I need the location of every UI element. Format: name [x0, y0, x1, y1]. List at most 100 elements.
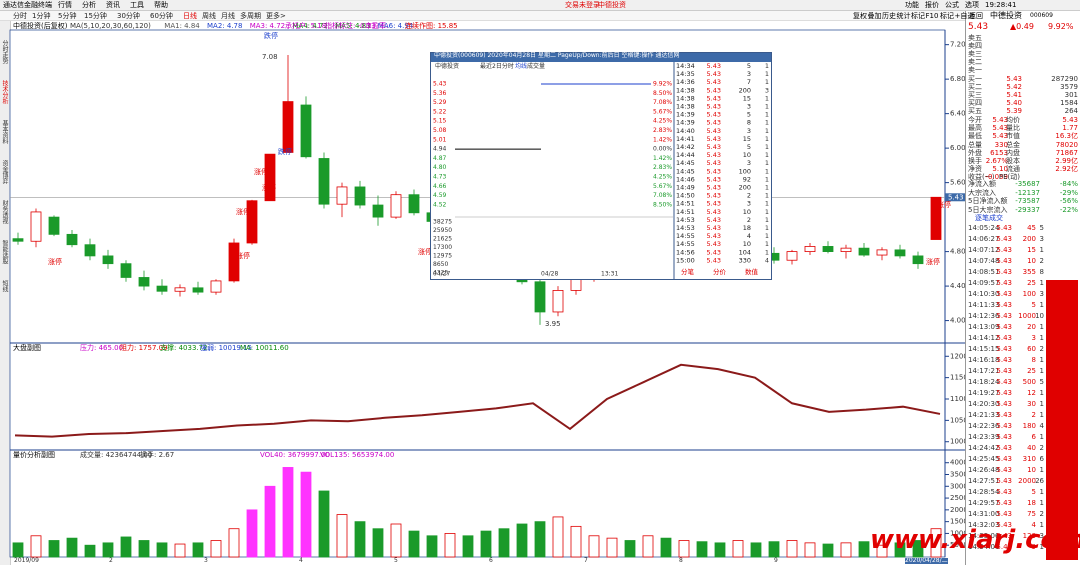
quote-cell: 1	[1039, 334, 1044, 342]
quote-cell: 1	[1039, 521, 1044, 529]
volume-label: 25950	[433, 227, 452, 234]
trade-cell: 1	[765, 232, 769, 240]
menu-item[interactable]: 帮助	[154, 1, 168, 9]
chart-annotation: 涨停	[236, 251, 250, 260]
volume-label: 8650	[433, 261, 448, 268]
trade-cell: 5.43	[707, 70, 721, 78]
trade-cell: 2	[747, 216, 751, 224]
volume-bar	[318, 490, 330, 558]
period-button[interactable]: 60分钟	[150, 12, 173, 20]
menu-item[interactable]: 工具	[130, 1, 144, 9]
menubar	[0, 0, 1080, 11]
quote-cell: 25	[1027, 367, 1036, 375]
trade-cell: 1	[765, 78, 769, 86]
candle-body	[138, 277, 150, 287]
quote-cell: 5.43	[992, 132, 1008, 141]
quote-cell: 5.43	[996, 433, 1012, 441]
minute-popup[interactable]: 5.43 9.92% 5.36 8.50% 5.29 7.08% 5.22 5.67% 5.15…	[430, 52, 772, 280]
side-tab[interactable]: 智能选股	[1, 240, 8, 264]
tool-button[interactable]: +自选	[954, 12, 975, 20]
trade-cell: 14:45	[676, 159, 695, 167]
quote-cell: 2	[1039, 257, 1044, 265]
side-tab[interactable]: 分时走势	[1, 40, 8, 64]
quote-cell: -56%	[1059, 197, 1078, 205]
period-button[interactable]: 分时	[13, 12, 27, 20]
candle-body	[264, 153, 276, 202]
quote-cell: 2	[1039, 444, 1044, 452]
quote-cell: 14:06:27	[968, 235, 1000, 243]
period-button[interactable]: 30分钟	[117, 12, 140, 20]
tool-button[interactable]: 历史	[882, 12, 896, 20]
menu-item[interactable]: 功能	[905, 1, 919, 9]
period-button[interactable]: 多周期	[240, 12, 261, 20]
volume-label: 21625	[433, 236, 452, 243]
menu-item[interactable]: 行情	[58, 1, 72, 9]
tool-button[interactable]: 统计	[896, 12, 911, 20]
clock: 19:28:41	[985, 1, 1017, 9]
tool-button[interactable]: 叠加	[867, 12, 882, 20]
menu-item[interactable]: 分析	[82, 1, 96, 9]
period-button[interactable]: 日线	[183, 12, 197, 20]
period-button[interactable]: 月线	[221, 12, 235, 20]
quote-cell: 5.43	[996, 444, 1012, 452]
period-button[interactable]: 周线	[202, 12, 216, 20]
quote-cell: 30	[1027, 400, 1036, 408]
period-button[interactable]: 更多>	[266, 12, 286, 20]
tool-button[interactable]: 复权	[853, 12, 867, 20]
menu-item[interactable]: 报价	[925, 1, 939, 9]
side-tab[interactable]: 技术分析	[1, 80, 8, 104]
volume-bar	[606, 537, 618, 558]
period-button[interactable]: 5分钟	[58, 12, 77, 20]
side-tab[interactable]: 财务透视	[1, 200, 8, 224]
percent-label: 4.25%	[653, 118, 672, 125]
quote-cell: 2	[1039, 345, 1044, 353]
percent-label: 5.67%	[653, 183, 672, 190]
quote-cell: 5.43	[996, 455, 1012, 463]
menu-item[interactable]: 选项	[965, 1, 979, 9]
trade-cell: 5.43	[707, 184, 721, 192]
trade-cell: 14:44	[676, 151, 695, 159]
trade-cell: 1	[765, 119, 769, 127]
tool-button[interactable]: 标记	[911, 12, 925, 20]
quote-cell: 净资	[968, 165, 982, 174]
quote-cell: 100	[1022, 290, 1036, 298]
quote-cell: 2	[1039, 510, 1044, 518]
panel-legend: MA: 10011.60	[240, 344, 289, 352]
indicator-label: 指标标注: -0.23	[325, 22, 376, 30]
side-tab[interactable]: 资金博弈	[1, 160, 8, 184]
trade-cell: 14:36	[676, 78, 695, 86]
panel-info: 成交量: 42364744.00	[80, 451, 153, 459]
quote-cell: 最高	[968, 124, 982, 133]
volume-bar	[534, 521, 546, 558]
trade-cell: 14:53	[676, 224, 695, 232]
period-button[interactable]: 15分钟	[84, 12, 107, 20]
side-tab[interactable]: 基本资料	[1, 120, 8, 144]
volume-bar	[156, 542, 168, 558]
volume-bar	[822, 543, 834, 558]
tool-button[interactable]: 标记	[940, 12, 954, 20]
menu-item[interactable]: 公式	[945, 1, 959, 9]
popup-tab: 分价	[713, 267, 727, 276]
side-tab[interactable]: 短线	[1, 280, 8, 292]
quote-cell: PE(动)	[998, 173, 1020, 182]
tab[interactable]: 逐笔成交	[975, 214, 1003, 222]
price-label: 5.15	[433, 118, 447, 125]
chart-title: 中德投资(后复权)	[13, 22, 68, 30]
trade-cell: 1	[765, 135, 769, 143]
candle-body	[84, 244, 96, 257]
menu-item[interactable]: 资讯	[106, 1, 120, 9]
quote-cell: 卖四	[968, 42, 982, 50]
quote-cell: 5.43	[996, 400, 1012, 408]
y-tick-label: 15000	[950, 518, 965, 526]
quote-cell: 5	[1039, 224, 1044, 232]
quote-cell: 5日净流入额	[968, 197, 1008, 205]
ma-label: MA3: 4.72	[249, 22, 286, 30]
tool-button[interactable]: 返回	[969, 12, 983, 20]
period-button[interactable]: 1分钟	[32, 12, 51, 20]
chart-annotation: 涨停	[937, 200, 951, 209]
quote-cell: 5.43	[996, 268, 1012, 276]
trade-cell: 1	[765, 184, 769, 192]
trade-cell: 200	[739, 86, 751, 94]
chart-annotation: 7.08	[262, 53, 278, 61]
tool-button[interactable]: F10	[925, 12, 939, 20]
